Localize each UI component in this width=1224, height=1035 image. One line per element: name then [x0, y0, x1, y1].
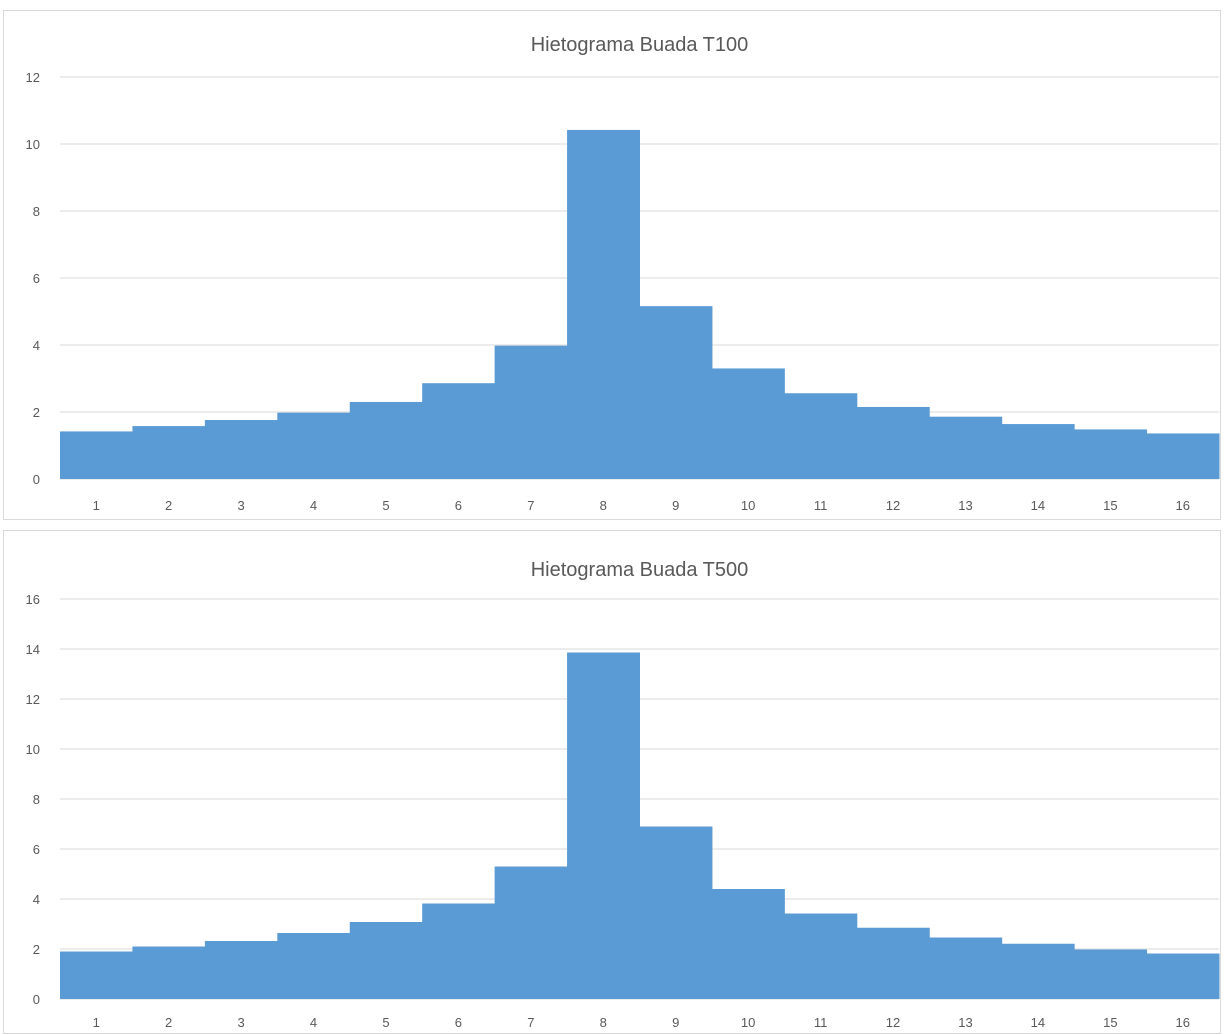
- x-tick-label: 5: [382, 1015, 389, 1030]
- y-tick-label: 14: [26, 642, 40, 657]
- y-tick-label: 0: [33, 472, 40, 487]
- x-tick-label: 4: [310, 498, 317, 513]
- y-tick-label: 4: [33, 892, 40, 907]
- x-tick-label: 2: [165, 498, 172, 513]
- x-tick-label: 11: [814, 1015, 828, 1030]
- x-tick-label: 16: [1176, 1015, 1190, 1030]
- y-tick-label: 6: [33, 842, 40, 857]
- bar: [1074, 949, 1148, 999]
- x-tick-label: 6: [455, 498, 462, 513]
- bar: [1146, 953, 1220, 999]
- bar: [1074, 429, 1148, 479]
- y-tick-label: 12: [26, 692, 40, 707]
- y-tick-label: 16: [26, 592, 40, 607]
- x-tick-label: 3: [237, 498, 244, 513]
- bar: [784, 393, 858, 479]
- bar: [711, 368, 785, 479]
- y-tick-label: 8: [33, 792, 40, 807]
- bar: [567, 129, 640, 479]
- x-tick-label: 7: [527, 498, 534, 513]
- bar: [204, 941, 278, 999]
- x-tick-label: 10: [741, 498, 755, 513]
- x-tick-label: 2: [165, 1015, 172, 1030]
- x-tick-label: 5: [382, 498, 389, 513]
- x-tick-label: 10: [741, 1015, 755, 1030]
- x-tick-label: 7: [527, 1015, 534, 1030]
- x-tick-label: 13: [958, 1015, 972, 1030]
- bar: [639, 826, 713, 999]
- y-tick-label: 4: [33, 338, 40, 353]
- y-tick-label: 2: [33, 942, 40, 957]
- bar: [349, 922, 423, 999]
- bar: [132, 426, 206, 479]
- x-tick-label: 8: [600, 498, 607, 513]
- bar: [60, 951, 133, 999]
- bar: [1001, 424, 1075, 479]
- x-tick-label: 9: [672, 498, 679, 513]
- hietograma-t100-chart: Hietograma Buada T100 0 2 4 6 8 10 12 1 2 3 4 5 6 7 8 9 1…: [3, 10, 1221, 520]
- bar: [1001, 943, 1075, 999]
- x-tick-label: 1: [93, 1015, 100, 1030]
- bar: [711, 889, 785, 999]
- bar: [422, 903, 496, 999]
- x-tick-label: 3: [237, 1015, 244, 1030]
- bar: [204, 420, 278, 479]
- y-tick-label: 10: [26, 137, 40, 152]
- y-tick-label: 6: [33, 271, 40, 286]
- bar: [929, 937, 1003, 999]
- hietograma-t500-chart: Hietograma Buada T500 0 2 4 6 8 10 12 14 16 1 2 3 4 5 6…: [3, 530, 1221, 1034]
- x-tick-label: 1: [93, 498, 100, 513]
- x-tick-label: 12: [886, 1015, 900, 1030]
- x-tick-label: 4: [310, 1015, 317, 1030]
- x-tick-label: 12: [886, 498, 900, 513]
- bar: [422, 383, 496, 479]
- bar: [639, 306, 713, 479]
- y-tick-label: 2: [33, 405, 40, 420]
- bar: [784, 913, 858, 999]
- chart-title: Hietograma Buada T500: [531, 559, 749, 581]
- bar: [1146, 433, 1220, 479]
- bar: [277, 933, 351, 999]
- y-tick-label: 0: [33, 992, 40, 1007]
- x-tick-label: 8: [600, 1015, 607, 1030]
- x-tick-label: 11: [814, 498, 828, 513]
- bar: [494, 345, 568, 479]
- bar: [856, 927, 930, 999]
- bar: [494, 866, 568, 999]
- x-tick-label: 14: [1031, 498, 1045, 513]
- bar: [567, 652, 640, 999]
- x-tick-label: 9: [672, 1015, 679, 1030]
- bar: [277, 412, 351, 479]
- x-tick-label: 13: [958, 498, 972, 513]
- y-tick-label: 10: [26, 742, 40, 757]
- bar: [132, 946, 206, 999]
- x-tick-label: 15: [1103, 498, 1117, 513]
- y-tick-label: 12: [26, 70, 40, 85]
- x-tick-label: 16: [1176, 498, 1190, 513]
- y-tick-label: 8: [33, 204, 40, 219]
- bar: [60, 431, 133, 479]
- chart-title: Hietograma Buada T100: [531, 34, 749, 56]
- bar: [856, 406, 930, 479]
- bar: [929, 416, 1003, 479]
- x-tick-label: 14: [1031, 1015, 1045, 1030]
- bar: [349, 401, 423, 479]
- x-tick-label: 15: [1103, 1015, 1117, 1030]
- x-tick-label: 6: [455, 1015, 462, 1030]
